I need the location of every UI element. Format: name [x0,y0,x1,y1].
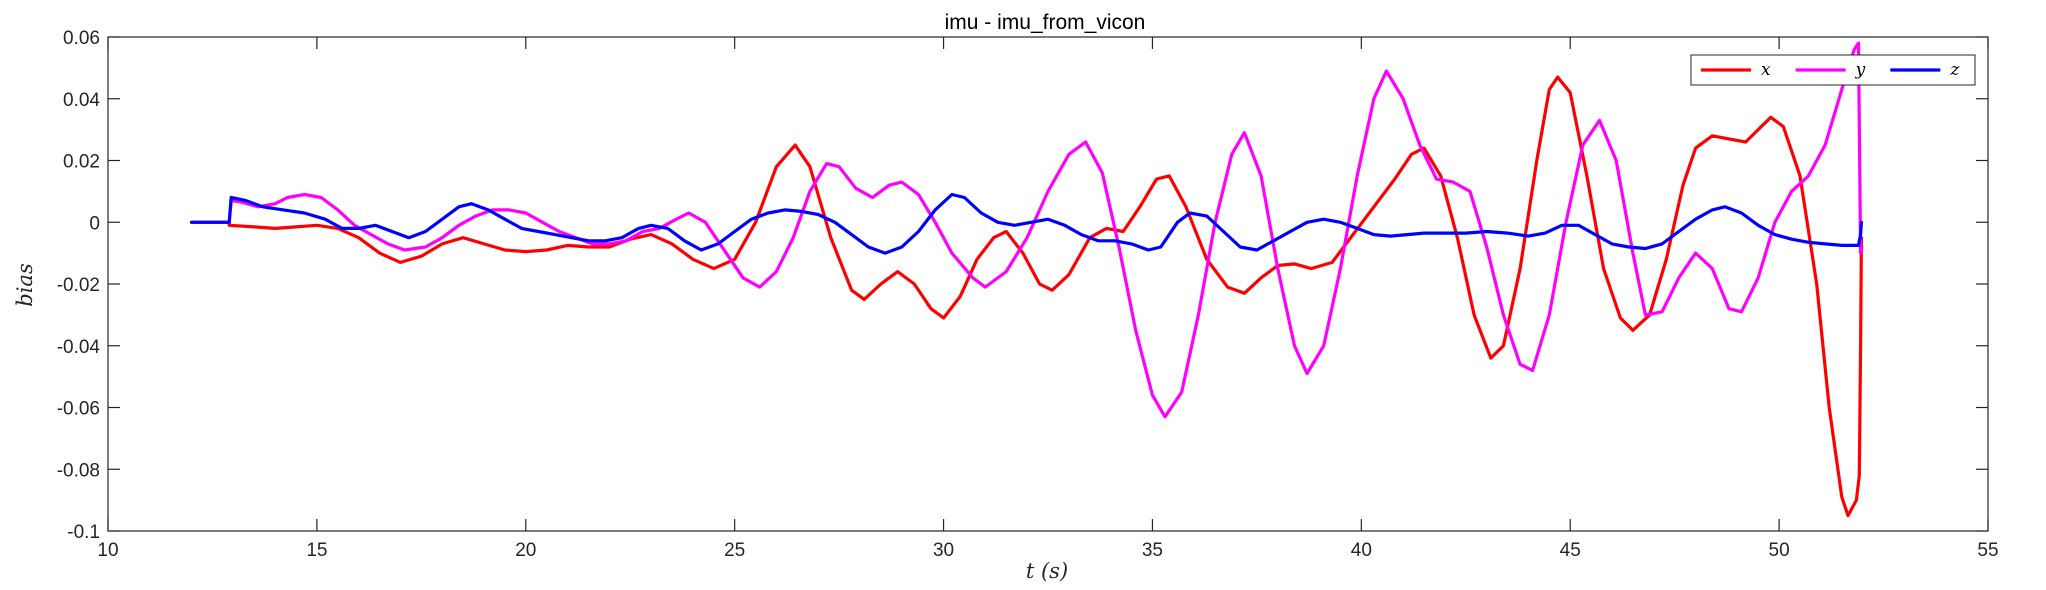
y-axis-label: bias [13,263,37,307]
y-axis: -0.1 -0.08 -0.06 -0.04 -0.02 0 0.02 0.04 0.06 [57,28,1988,543]
series-line-y [190,41,1864,419]
x-tick-label: 45 [1560,540,1581,561]
x-tick-label: 50 [1769,540,1790,561]
legend-label-z: z [1949,60,1960,80]
x-tick-label: 30 [933,540,954,561]
y-tick-label: 0.06 [63,28,100,49]
x-tick-label: 10 [97,540,118,561]
x-tick-label: 20 [515,540,536,561]
series-layer [190,41,1864,518]
x-tick-label: 25 [724,540,745,561]
legend: x y z [1690,54,1976,86]
y-tick-label: -0.1 [67,522,100,543]
x-axis-label: t (s) [1026,559,1068,583]
series-line-x [190,75,1863,518]
y-tick-label: 0.02 [63,152,100,173]
y-tick-label: -0.04 [57,337,101,358]
x-tick-label: 15 [306,540,327,561]
chart-title: imu - imu_from_vicon [945,11,1146,34]
y-tick-label: -0.06 [57,399,100,420]
y-tick-label: 0 [89,213,100,234]
x-tick-label: 40 [1351,540,1372,561]
x-axis: 10 15 20 25 30 35 40 45 50 55 [97,37,1999,561]
x-tick-label: 55 [1977,540,1998,561]
series-line-z [190,192,1863,255]
y-tick-label: 0.04 [63,90,100,111]
x-tick-label: 35 [1142,540,1163,561]
legend-label-y: y [1855,60,1866,80]
y-tick-label: -0.02 [57,275,100,296]
y-tick-label: -0.08 [57,460,100,481]
legend-label-x: x [1761,60,1771,80]
